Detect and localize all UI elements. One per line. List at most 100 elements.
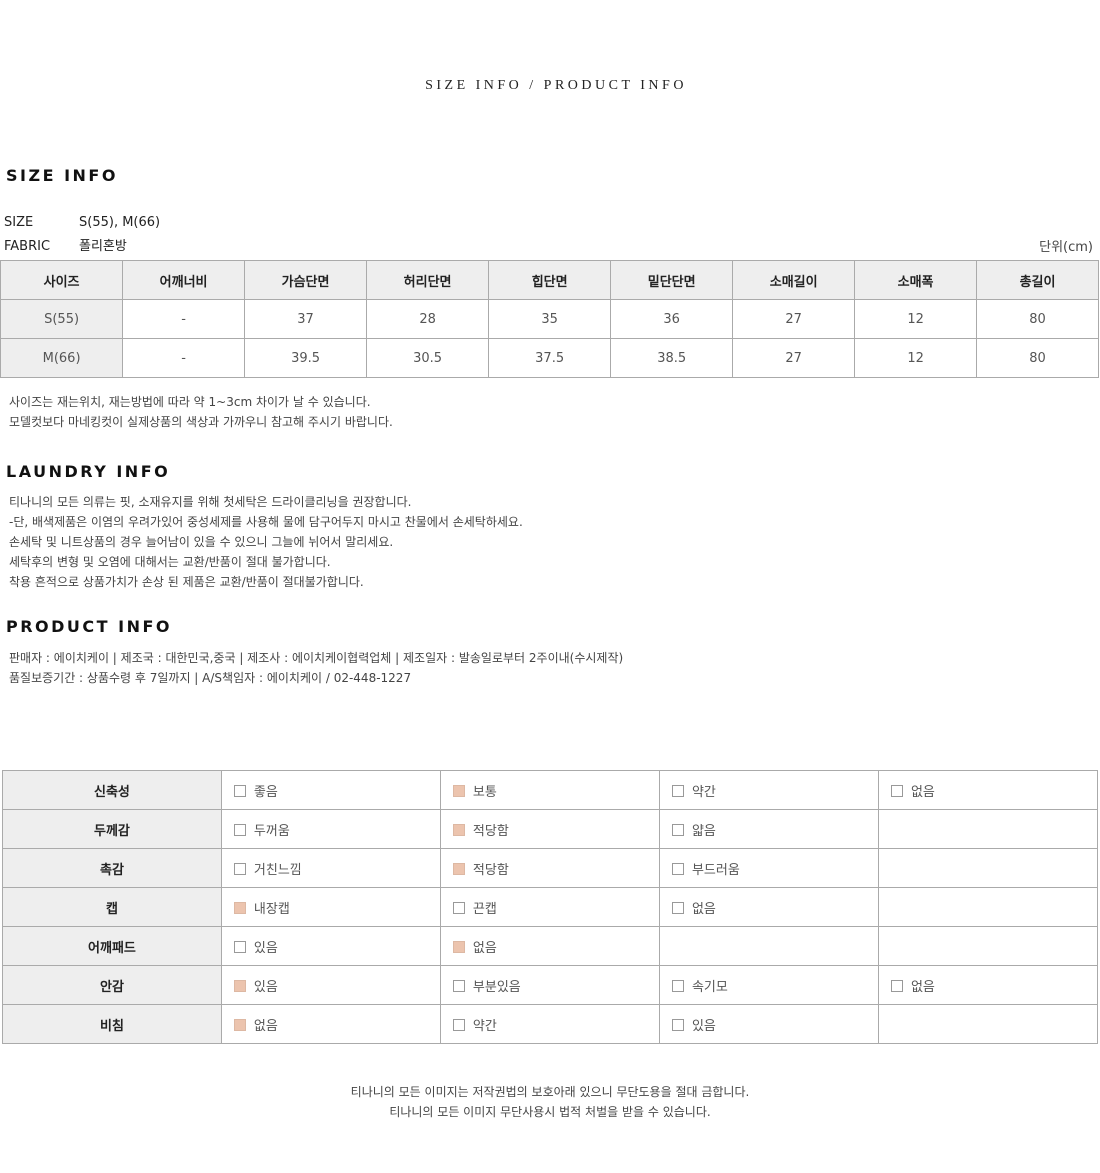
table-cell: M(66) [0, 338, 124, 378]
table-cell: 80 [976, 338, 1099, 378]
option-label: 있음 [691, 1018, 716, 1034]
table-cell: 12 [854, 338, 978, 378]
checkbox-icon [233, 823, 246, 836]
checked-box-icon [452, 823, 465, 836]
size-value: S(55), M(66) [79, 215, 161, 230]
attribute-option: 없음 [877, 965, 1099, 1005]
column-header: 허리단면 [366, 260, 490, 300]
checked-box-icon [233, 901, 246, 914]
attribute-option: 없음 [220, 1004, 441, 1044]
table-cell: 30.5 [366, 338, 490, 378]
attribute-table: 신축성 좋음 보통 약간 없음 두께감 두꺼움 적당함 얇음 촉감 거친느낌 적당함 부드러움 캡 내장캡 끈… [2, 770, 1099, 1044]
attribute-label: 두께감 [2, 809, 222, 849]
checked-box-icon [452, 784, 465, 797]
laundry-line: 손세탁 및 니트상품의 경우 늘어남이 있을 수 있으니 그늘에 뉘어서 말리세… [9, 535, 394, 549]
size-label: SIZE [4, 215, 34, 230]
checked-box-icon [233, 979, 246, 992]
attribute-option: 적당함 [439, 809, 660, 849]
attribute-option: 부드러움 [658, 848, 879, 888]
product-text: 판매자 : 에이치케이 | 제조국 : 대한민국,중국 | 제조사 : 에이치케… [9, 648, 623, 688]
note: 사이즈는 재는위치, 재는방법에 따라 약 1~3cm 차이가 날 수 있습니다… [9, 395, 371, 409]
page-title: SIZE INFO / PRODUCT INFO [425, 78, 687, 93]
table-cell: - [122, 299, 246, 339]
option-label: 없음 [472, 940, 497, 956]
attribute-option [877, 926, 1099, 966]
footer-line: 티나니의 모든 이미지 무단사용시 법적 처벌을 받을 수 있습니다. [389, 1105, 711, 1119]
column-header: 소매길이 [732, 260, 856, 300]
table-cell: 37.5 [488, 338, 612, 378]
checked-box-icon [452, 940, 465, 953]
attribute-option: 좋음 [220, 770, 441, 810]
laundry-text: 티나니의 모든 의류는 핏, 소재유지를 위해 첫세탁은 드라이클리닝을 권장합… [9, 492, 523, 592]
table-row: S(55) -37 28 35 36 27 12 80 [0, 299, 1099, 339]
copyright-footer: 티나니의 모든 이미지는 저작권법의 보호아래 있으니 무단도용을 절대 금합니… [0, 1082, 1100, 1122]
attribute-option: 약간 [658, 770, 879, 810]
attribute-option: 있음 [658, 1004, 879, 1044]
attribute-row: 캡 내장캡 끈캡 없음 [2, 887, 1099, 927]
option-label: 얇음 [691, 823, 716, 839]
attribute-option: 얇음 [658, 809, 879, 849]
attribute-option: 있음 [220, 965, 441, 1005]
unit-label: 단위(cm) [1039, 240, 1093, 255]
attribute-option: 없음 [439, 926, 660, 966]
table-cell: 12 [854, 299, 978, 339]
option-label: 약간 [691, 784, 716, 800]
size-info-heading: SIZE INFO [6, 166, 118, 185]
attribute-label: 어깨패드 [2, 926, 222, 966]
column-header: 가슴단면 [244, 260, 368, 300]
attribute-option: 두꺼움 [220, 809, 441, 849]
laundry-line: 티나니의 모든 의류는 핏, 소재유지를 위해 첫세탁은 드라이클리닝을 권장합… [9, 495, 412, 509]
checkbox-icon [233, 784, 246, 797]
option-label: 좋음 [253, 784, 278, 800]
attribute-option: 있음 [220, 926, 441, 966]
option-label: 내장캡 [253, 901, 290, 917]
option-label: 적당함 [472, 823, 509, 839]
option-label: 끈캡 [472, 901, 497, 917]
attribute-option: 없음 [877, 770, 1099, 810]
fabric-label: FABRIC [4, 239, 51, 254]
table-row: M(66) -39.5 30.5 37.5 38.5 27 12 80 [0, 338, 1099, 378]
option-label: 부분있음 [472, 979, 521, 995]
attribute-option: 없음 [658, 887, 879, 927]
size-table: 사이즈 어깨너비 가슴단면 허리단면 힙단면 밑단단면 소매길이 소매폭 총길이 S(55) -37… [0, 260, 1099, 378]
column-header: 어깨너비 [122, 260, 246, 300]
column-header: 소매폭 [854, 260, 978, 300]
attribute-option [658, 926, 879, 966]
attribute-label: 캡 [2, 887, 222, 927]
checkbox-icon [671, 862, 684, 875]
option-label: 없음 [691, 901, 716, 917]
attribute-option [877, 887, 1099, 927]
table-cell: 35 [488, 299, 612, 339]
footer-line: 티나니의 모든 이미지는 저작권법의 보호아래 있으니 무단도용을 절대 금합니… [350, 1085, 750, 1099]
checkbox-icon [452, 901, 465, 914]
attribute-option [877, 1004, 1099, 1044]
attribute-option [877, 848, 1099, 888]
option-label: 두꺼움 [253, 823, 290, 839]
checkbox-icon [233, 862, 246, 875]
table-cell: 28 [366, 299, 490, 339]
attribute-option: 보통 [439, 770, 660, 810]
attribute-option: 거친느낌 [220, 848, 441, 888]
attribute-option: 부분있음 [439, 965, 660, 1005]
option-label: 보통 [472, 784, 497, 800]
option-label: 있음 [253, 979, 278, 995]
attribute-label: 촉감 [2, 848, 222, 888]
attribute-row: 촉감 거친느낌 적당함 부드러움 [2, 848, 1099, 888]
attribute-row: 안감 있음 부분있음 속기모 없음 [2, 965, 1099, 1005]
checked-box-icon [233, 1018, 246, 1031]
size-notes: 사이즈는 재는위치, 재는방법에 따라 약 1~3cm 차이가 날 수 있습니다… [9, 392, 393, 432]
option-label: 약간 [472, 1018, 497, 1034]
option-label: 속기모 [691, 979, 728, 995]
table-cell: 39.5 [244, 338, 368, 378]
attribute-option: 내장캡 [220, 887, 441, 927]
fabric-row: FABRIC 폴리혼방 [4, 235, 127, 254]
attribute-label: 신축성 [2, 770, 222, 810]
option-label: 없음 [910, 784, 935, 800]
checkbox-icon [671, 901, 684, 914]
table-cell: 27 [732, 299, 856, 339]
attribute-row: 신축성 좋음 보통 약간 없음 [2, 770, 1099, 810]
checkbox-icon [890, 979, 903, 992]
checkbox-icon [890, 784, 903, 797]
table-cell: 27 [732, 338, 856, 378]
column-header: 총길이 [976, 260, 1099, 300]
